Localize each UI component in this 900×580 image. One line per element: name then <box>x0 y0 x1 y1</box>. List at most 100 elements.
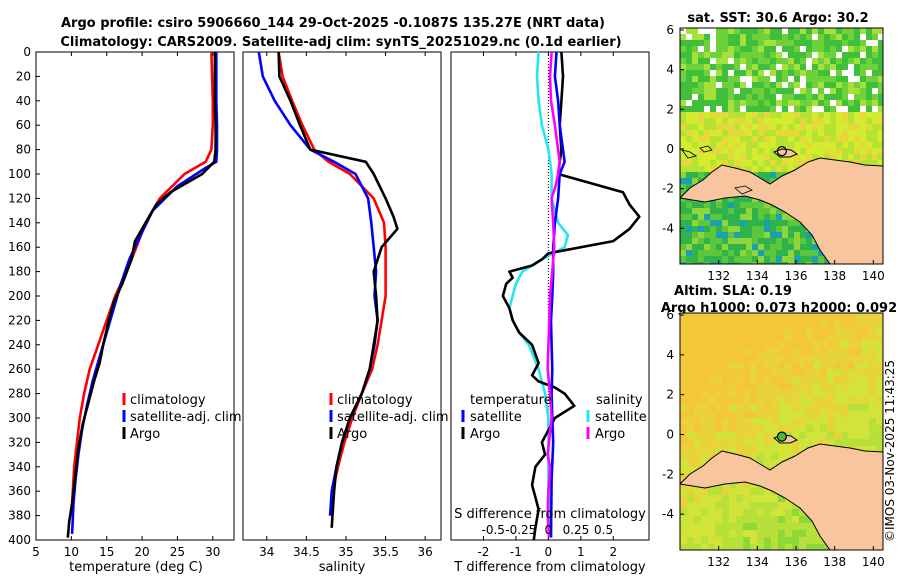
sla-cell <box>722 404 729 411</box>
sla-cell <box>862 411 869 418</box>
sst-cell <box>800 142 806 148</box>
sla-cell <box>806 397 813 404</box>
sst-cell <box>770 160 776 166</box>
sla-cell <box>708 334 715 341</box>
sst-cell <box>770 232 776 238</box>
sst-cell <box>752 136 758 142</box>
sst-cell <box>758 202 764 208</box>
sst-cell <box>860 106 866 112</box>
sla-cell <box>785 509 792 516</box>
sst-cell <box>764 100 770 106</box>
sst-cell <box>686 256 692 262</box>
sla-cell <box>785 502 792 509</box>
sla-cell <box>764 355 771 362</box>
sst-cell <box>806 28 812 34</box>
sla-cell <box>757 425 764 432</box>
sst-cell <box>842 130 848 136</box>
sst-cell <box>836 136 842 142</box>
sla-cell <box>736 544 743 550</box>
sst-cell <box>782 100 788 106</box>
sst-cell <box>728 244 734 250</box>
sst-cell <box>740 40 746 46</box>
sla-cell <box>729 362 736 369</box>
sla-cell <box>771 544 778 550</box>
sst-cell <box>860 130 866 136</box>
sla-cell <box>834 376 841 383</box>
sst-cell <box>764 214 770 220</box>
sst-cell <box>842 88 848 94</box>
sla-cell <box>806 383 813 390</box>
sst-cell <box>698 256 704 262</box>
sst-cell <box>800 28 806 34</box>
sla-cell <box>827 432 834 439</box>
sla-cell <box>750 488 757 495</box>
x-tick-label: 34 <box>259 545 274 559</box>
sst-cell <box>758 148 764 154</box>
sla-cell <box>722 488 729 495</box>
sst-cell <box>848 70 854 76</box>
sst-cell <box>860 112 866 118</box>
sst-cell <box>806 34 812 40</box>
sst-cell <box>758 262 764 264</box>
map-y-tick-label: 0 <box>666 142 674 156</box>
sst-cell <box>734 124 740 130</box>
sla-cell <box>834 425 841 432</box>
sla-cell <box>757 453 764 460</box>
sst-cell <box>692 172 698 178</box>
sla-cell <box>715 355 722 362</box>
sla-cell <box>771 320 778 327</box>
sst-cell <box>860 154 866 160</box>
sla-cell <box>778 404 785 411</box>
sst-cell <box>716 238 722 244</box>
sst-cell <box>788 28 794 34</box>
sst-cell <box>836 82 842 88</box>
sst-cell <box>812 82 818 88</box>
sla-cell <box>764 446 771 453</box>
sst-cell <box>842 58 848 64</box>
sst-cell <box>836 58 842 64</box>
sla-cell <box>736 502 743 509</box>
sla-cell <box>806 425 813 432</box>
sst-cell <box>800 238 806 244</box>
sst-cell <box>776 238 782 244</box>
sst-cell <box>758 244 764 250</box>
sst-cell <box>710 154 716 160</box>
sla-cell <box>806 516 813 523</box>
sla-cell <box>848 390 855 397</box>
sst-cell <box>824 76 830 82</box>
sst-cell <box>734 220 740 226</box>
sst-cell <box>692 202 698 208</box>
sla-cell <box>785 425 792 432</box>
sla-cell <box>820 425 827 432</box>
sla-cell <box>715 334 722 341</box>
sst-cell <box>716 250 722 256</box>
island-outlines <box>681 145 753 195</box>
sst-cell <box>710 40 716 46</box>
sst-cell <box>878 46 883 52</box>
sla-cell <box>806 390 813 397</box>
sst-cell <box>854 70 860 76</box>
sst-cell <box>728 82 734 88</box>
x-tick-label: 30 <box>205 545 220 559</box>
sst-cell <box>704 28 710 34</box>
sst-cell <box>698 118 704 124</box>
sst-cell <box>800 88 806 94</box>
temperature-panel: 0204060801001201401601802002202402602803… <box>8 45 455 575</box>
sla-cell <box>764 488 771 495</box>
sla-cell <box>722 327 729 334</box>
sla-cell <box>736 481 743 488</box>
sst-cell <box>716 226 722 232</box>
depth-tick-label: 280 <box>8 387 31 401</box>
sla-cell <box>848 313 855 320</box>
sst-cell <box>740 142 746 148</box>
sst-cell <box>776 154 782 160</box>
x-tick-label: 0 <box>545 545 553 559</box>
sst-cell <box>776 28 782 34</box>
sst-cell <box>806 88 812 94</box>
sla-cell <box>785 544 792 550</box>
sst-cell <box>794 52 800 58</box>
sst-cell <box>704 52 710 58</box>
sst-cell <box>764 238 770 244</box>
sla-cell <box>750 439 757 446</box>
sla-cell <box>743 355 750 362</box>
